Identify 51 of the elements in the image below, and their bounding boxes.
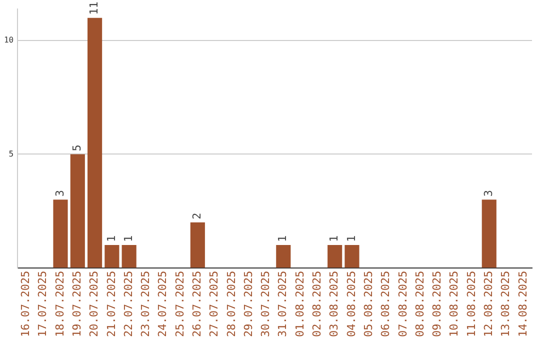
x-tick-label: 11.08.2025 (464, 270, 478, 338)
data-label: 5 (70, 144, 84, 152)
x-tick-label: 26.07.2025 (190, 270, 204, 338)
x-tick-label: 07.08.2025 (396, 270, 410, 338)
data-label: 1 (104, 235, 118, 242)
bar (190, 222, 205, 268)
x-tick-label: 23.07.2025 (139, 270, 152, 338)
x-tick-label: 29.07.2025 (242, 270, 255, 338)
bar (276, 245, 291, 268)
x-tick-label: 21.07.2025 (104, 270, 118, 338)
x-tick-label: 13.08.2025 (499, 270, 512, 338)
bar (344, 245, 360, 268)
x-tick-label: 24.07.2025 (156, 270, 170, 338)
x-tick-label: 03.08.2025 (328, 270, 341, 338)
x-tick-label: 02.08.2025 (310, 270, 324, 338)
data-label: 1 (122, 235, 135, 242)
data-label: 2 (190, 212, 204, 220)
x-tick-label: 16.07.2025 (19, 270, 32, 338)
data-label: 1 (276, 235, 290, 242)
x-tick-label: 14.08.2025 (516, 270, 530, 338)
x-tick-label: 09.08.2025 (430, 270, 444, 338)
x-tick-label: 22.07.2025 (122, 270, 135, 338)
x-tick-label: 08.08.2025 (413, 270, 426, 338)
data-label: 1 (344, 235, 358, 242)
x-tick-label: 04.08.2025 (344, 270, 358, 338)
x-tick-label: 31.07.2025 (276, 270, 290, 338)
x-tick-label: 30.07.2025 (259, 270, 272, 338)
bar (70, 154, 85, 268)
x-tick-label: 12.08.2025 (482, 270, 495, 338)
bar (122, 245, 136, 268)
data-label: 11 (88, 2, 101, 15)
y-tick-label: 10 (4, 36, 14, 45)
data-label: 3 (53, 190, 66, 197)
bar (88, 18, 102, 268)
x-tick-label: 10.08.2025 (448, 270, 461, 338)
x-tick-label: 25.07.2025 (173, 270, 186, 338)
x-tick-label: 20.07.2025 (88, 270, 101, 338)
x-tick-label: 01.08.2025 (293, 270, 306, 338)
bar (482, 200, 496, 268)
bar (53, 200, 68, 268)
x-tick-label: 17.07.2025 (36, 270, 50, 338)
x-tick-label: 06.08.2025 (379, 270, 392, 338)
x-tick-label: 18.07.2025 (53, 270, 66, 338)
x-tick-label: 05.08.2025 (362, 270, 375, 338)
data-label: 3 (482, 190, 495, 197)
x-tick-label: 28.07.2025 (224, 270, 238, 338)
bar (328, 245, 342, 268)
x-tick-label: 27.07.2025 (208, 270, 221, 338)
x-tick-label: 19.07.2025 (70, 270, 84, 338)
bar (104, 245, 120, 268)
data-label: 1 (328, 235, 341, 242)
